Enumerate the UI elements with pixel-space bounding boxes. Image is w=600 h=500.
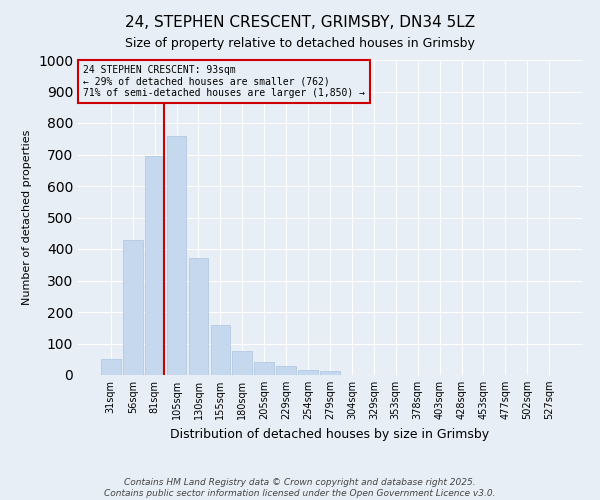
Bar <box>145 156 164 375</box>
Text: Contains HM Land Registry data © Crown copyright and database right 2025.
Contai: Contains HM Land Registry data © Crown c… <box>104 478 496 498</box>
Bar <box>167 136 187 375</box>
Bar <box>276 366 296 375</box>
Bar <box>232 352 252 375</box>
Bar <box>298 370 318 375</box>
X-axis label: Distribution of detached houses by size in Grimsby: Distribution of detached houses by size … <box>170 428 490 440</box>
Y-axis label: Number of detached properties: Number of detached properties <box>22 130 32 305</box>
Bar <box>211 324 230 375</box>
Bar <box>188 258 208 375</box>
Bar <box>123 240 143 375</box>
Bar <box>254 362 274 375</box>
Bar <box>320 371 340 375</box>
Text: 24 STEPHEN CRESCENT: 93sqm
← 29% of detached houses are smaller (762)
71% of sem: 24 STEPHEN CRESCENT: 93sqm ← 29% of deta… <box>83 64 365 98</box>
Bar <box>101 359 121 375</box>
Text: 24, STEPHEN CRESCENT, GRIMSBY, DN34 5LZ: 24, STEPHEN CRESCENT, GRIMSBY, DN34 5LZ <box>125 15 475 30</box>
Text: Size of property relative to detached houses in Grimsby: Size of property relative to detached ho… <box>125 38 475 51</box>
